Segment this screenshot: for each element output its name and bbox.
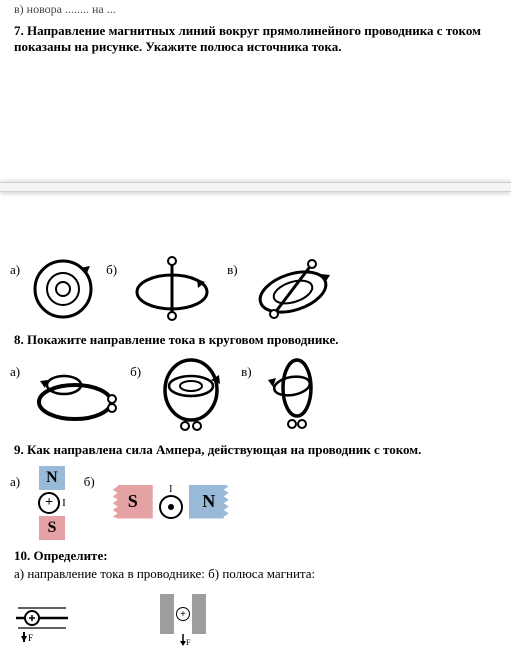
q10-number: 10 xyxy=(14,548,27,563)
force-arrow-q10: F xyxy=(173,634,193,648)
current-symbol: + xyxy=(38,492,60,514)
s-pole: S xyxy=(39,516,65,540)
q10-subparts: а) направление тока в проводнике: б) пол… xyxy=(14,566,497,582)
current-dot xyxy=(159,495,183,519)
svg-text:F: F xyxy=(186,638,191,647)
bar-right xyxy=(192,594,206,634)
q7-text: 7. Направление магнитных линий вокруг пр… xyxy=(14,23,497,56)
q10-figrow: F + F xyxy=(0,588,511,654)
fig-top-a xyxy=(30,256,96,322)
blank-space xyxy=(0,62,511,182)
blank-space-2 xyxy=(0,192,511,252)
q8-label-a: а) xyxy=(10,364,20,380)
q9-diagram-a: N + I S xyxy=(38,466,66,540)
page-break xyxy=(0,182,511,192)
q10-sub-b: б) полюса магнита: xyxy=(208,566,315,581)
n-pole-b: N xyxy=(189,485,229,519)
q8-text: 8. Покажите направление тока в круговом … xyxy=(14,332,497,348)
q9-number: 9 xyxy=(14,442,21,457)
bar-left xyxy=(160,594,174,634)
current-label-i-b: I xyxy=(169,484,172,495)
s-pole-b: S xyxy=(113,485,153,519)
q9-figrow: а) N + I S б) S I N xyxy=(0,464,511,542)
q8-number: 8 xyxy=(14,332,21,347)
magnet-bars: + xyxy=(160,594,206,634)
label-v: в) xyxy=(227,262,237,278)
n-pole: N xyxy=(39,466,65,490)
fig-q8-a xyxy=(30,362,120,428)
current-symbol-q10: + xyxy=(176,607,190,621)
q7-body: Направление магнитных линий вокруг прямо… xyxy=(14,23,481,54)
q8-top-figrow: а) б) в) xyxy=(0,252,511,326)
q9-body: Как направлена сила Ампера, действующая … xyxy=(27,442,421,457)
q8-label-v: в) xyxy=(241,364,251,380)
q10-title-text: Определите: xyxy=(34,548,108,563)
q8-label-b: б) xyxy=(130,364,141,380)
q7-number: 7 xyxy=(14,23,21,38)
fig-q10-a: F xyxy=(14,598,70,644)
q8-figrow: а) б) в) xyxy=(0,354,511,436)
question-9: 9. Как направлена сила Ампера, действующ… xyxy=(0,436,511,464)
question-10: 10. Определите: а) направление тока в пр… xyxy=(0,542,511,588)
q9-label-a: а) xyxy=(10,474,20,490)
q9-label-b: б) xyxy=(84,474,95,490)
question-7: 7. Направление магнитных линий вокруг пр… xyxy=(0,17,511,62)
force-label: F xyxy=(28,633,33,643)
fig-q8-v xyxy=(262,356,332,434)
current-label-i: I xyxy=(62,497,66,509)
q10-sub-a: а) направление тока в проводнике: xyxy=(14,566,205,581)
q8-body: Покажите направление тока в круговом про… xyxy=(27,332,339,347)
fig-q10-b: + F xyxy=(160,594,206,648)
q9-diagram-b: S I N xyxy=(113,484,229,519)
fig-top-v xyxy=(248,254,338,324)
label-a: а) xyxy=(10,262,20,278)
q10-title: 10. Определите: xyxy=(14,548,497,564)
label-b: б) xyxy=(106,262,117,278)
fig-q8-b xyxy=(151,356,231,434)
cutoff-fragment: в) новора ........ на ... xyxy=(14,2,497,17)
q9-text: 9. Как направлена сила Ампера, действующ… xyxy=(14,442,497,458)
question-8: 8. Покажите направление тока в круговом … xyxy=(0,326,511,354)
fig-top-b xyxy=(127,256,217,322)
